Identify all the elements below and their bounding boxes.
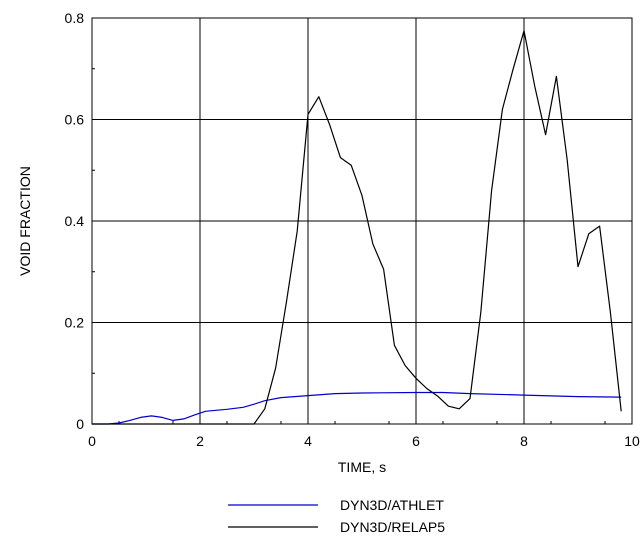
series-line-dyn3d-athlet — [92, 391, 622, 425]
x-tick-label-1: 2 — [196, 433, 204, 449]
legend-label-dyn3d-athlet: DYN3D/ATHLET — [340, 497, 444, 513]
x-tick-label-4: 8 — [520, 433, 528, 449]
y-axis-label: VOID FRACTION — [17, 166, 33, 276]
y-tick-label-1: 0.2 — [65, 315, 85, 331]
x-tick-label-5: 10 — [624, 433, 640, 449]
x-tick-label-0: 0 — [88, 433, 96, 449]
y-tick-label-2: 0.4 — [65, 213, 85, 229]
series-lines — [92, 30, 622, 425]
y-tick-label-0: 0 — [76, 416, 84, 432]
y-tick-label-3: 0.6 — [65, 112, 85, 128]
x-tick-label-3: 6 — [412, 433, 420, 449]
legend: DYN3D/ATHLET DYN3D/RELAP5 — [228, 497, 445, 535]
y-tick-label-4: 0.8 — [65, 10, 85, 26]
x-axis-label: TIME, s — [338, 459, 386, 475]
axis-tick-labels: 0 2 4 6 8 10 0 0.2 0.4 0.6 0.8 — [65, 10, 640, 449]
x-tick-label-2: 4 — [304, 433, 312, 449]
grid-lines — [92, 18, 632, 424]
series-line-dyn3d-relap5 — [92, 30, 622, 425]
legend-label-dyn3d-relap5: DYN3D/RELAP5 — [340, 519, 445, 535]
